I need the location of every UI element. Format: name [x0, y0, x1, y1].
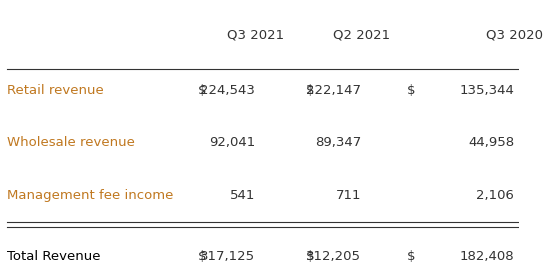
Text: 2,106: 2,106 [476, 189, 514, 202]
Text: Q3 2020: Q3 2020 [486, 28, 543, 41]
Text: 312,205: 312,205 [306, 250, 361, 263]
Text: Management fee income: Management fee income [7, 189, 173, 202]
Text: 89,347: 89,347 [315, 136, 361, 149]
Text: 541: 541 [230, 189, 255, 202]
Text: 92,041: 92,041 [209, 136, 255, 149]
Text: $: $ [306, 84, 315, 97]
Text: Q3 2021: Q3 2021 [227, 28, 284, 41]
Text: $: $ [306, 250, 315, 263]
Text: 135,344: 135,344 [459, 84, 514, 97]
Text: Retail revenue: Retail revenue [7, 84, 104, 97]
Text: Wholesale revenue: Wholesale revenue [7, 136, 135, 149]
Text: 711: 711 [336, 189, 361, 202]
Text: $: $ [197, 84, 206, 97]
Text: 224,543: 224,543 [201, 84, 255, 97]
Text: $: $ [197, 250, 206, 263]
Text: 317,125: 317,125 [200, 250, 255, 263]
Text: Total Revenue: Total Revenue [7, 250, 100, 263]
Text: $: $ [407, 250, 416, 263]
Text: 222,147: 222,147 [306, 84, 361, 97]
Text: Q2 2021: Q2 2021 [333, 28, 390, 41]
Text: $: $ [407, 84, 416, 97]
Text: 44,958: 44,958 [468, 136, 514, 149]
Text: 182,408: 182,408 [459, 250, 514, 263]
